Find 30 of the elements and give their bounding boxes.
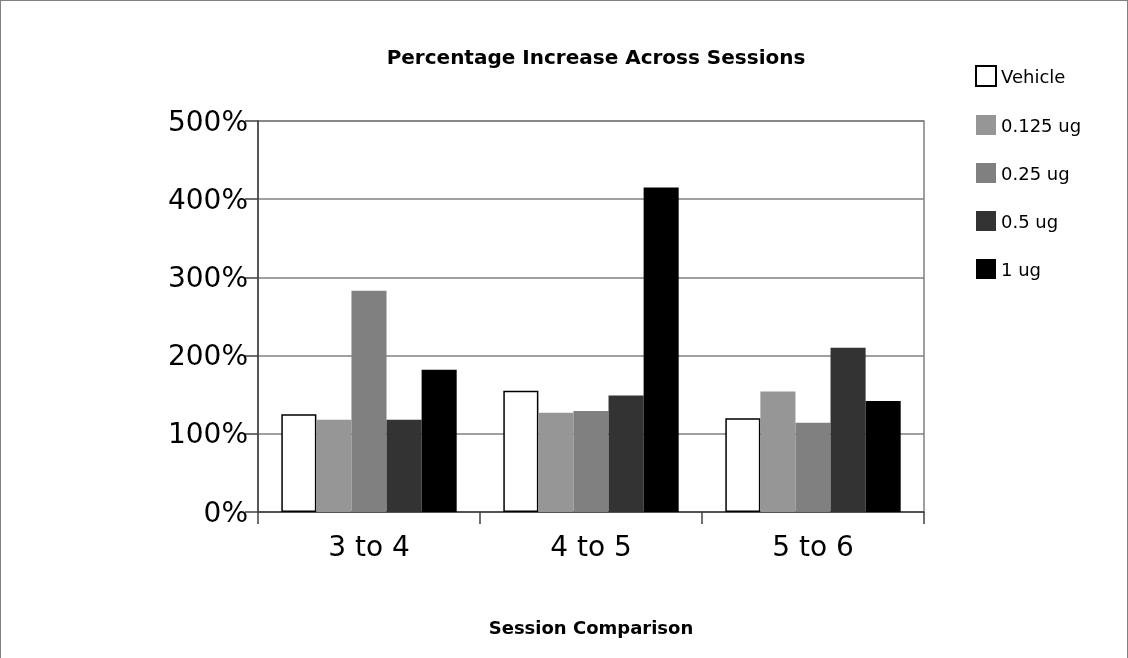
y-tick-label: 400%: [167, 182, 248, 216]
x-tick-label: 5 to 6: [772, 529, 854, 563]
y-tick-label: 0%: [203, 495, 248, 529]
bar: [573, 411, 609, 512]
bar: [725, 418, 761, 512]
bar: [316, 419, 352, 512]
chart-title: Percentage Increase Across Sessions: [386, 45, 806, 69]
bar: [281, 414, 317, 512]
bar: [608, 395, 644, 512]
x-tick-label: 4 to 5: [550, 529, 632, 563]
bar: [865, 400, 901, 512]
legend-label: 0.25 ug: [1001, 162, 1070, 184]
legend-label: 0.5 ug: [1001, 210, 1059, 232]
legend-label: 1 ug: [1001, 258, 1042, 280]
bar: [830, 347, 866, 512]
legend-label: Vehicle: [1001, 65, 1066, 87]
bar: [538, 412, 574, 512]
x-axis-title: Session Comparison: [488, 616, 694, 638]
legend-label: 0.125 ug: [1001, 114, 1082, 136]
bar: [795, 422, 831, 512]
y-tick-label: 200%: [167, 339, 248, 373]
x-tick-label: 3 to 4: [328, 529, 410, 563]
bar: [386, 419, 422, 512]
bar: [503, 390, 539, 512]
y-tick-label: 300%: [167, 260, 248, 294]
bar: [421, 369, 457, 512]
bar: [760, 391, 796, 512]
y-tick-label: 500%: [167, 104, 248, 138]
bar: [643, 187, 679, 512]
y-tick-label: 100%: [167, 417, 248, 451]
